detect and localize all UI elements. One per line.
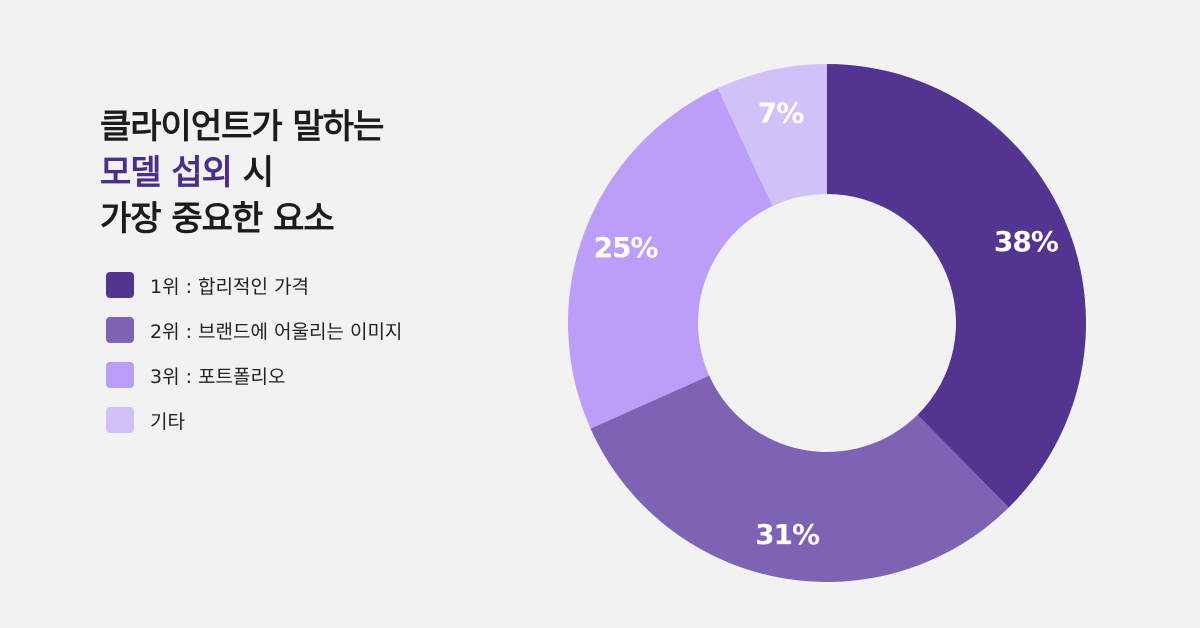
donut-slice-4: [717, 64, 827, 207]
donut-slice-1: [827, 64, 1086, 508]
legend-label-2: 2위 : 브랜드에 어울리는 이미지: [150, 320, 403, 343]
legend-label-4: 기타: [150, 410, 185, 433]
title-line-1: 클라이언트가 말하는: [100, 107, 384, 147]
legend-swatch-4: [106, 407, 134, 433]
title-line-2: 모델 섭외 시: [100, 150, 383, 196]
slice-label-4: 7%: [758, 97, 804, 130]
legend-label-3: 3위 : 포트폴리오: [150, 365, 286, 388]
chart-title: 클라이언트가 말하는 모델 섭외 시 가장 중요한 요소: [100, 104, 384, 242]
title-accent: 모델 섭외: [100, 153, 233, 193]
donut-slice-3: [568, 88, 773, 429]
title-line-3: 가장 중요한 요소: [100, 199, 335, 239]
slice-label-1: 38%: [994, 225, 1059, 258]
donut-chart: 38% 31% 25% 7%: [568, 64, 1086, 582]
legend-item-2: 2위 : 브랜드에 어울리는 이미지: [106, 315, 402, 345]
legend-label-1: 1위 : 합리적인 가격: [150, 275, 309, 298]
legend-swatch-3: [106, 362, 134, 388]
title-line-2-rest: 시: [231, 153, 274, 193]
slice-label-3: 25%: [594, 231, 659, 264]
legend-item-3: 3위 : 포트폴리오: [106, 360, 402, 390]
legend-item-1: 1위 : 합리적인 가격: [106, 270, 402, 300]
slice-label-2: 31%: [755, 518, 820, 551]
legend-swatch-1: [106, 272, 134, 298]
legend-swatch-2: [106, 317, 134, 343]
legend-item-4: 기타: [106, 405, 402, 435]
donut-slice-2: [590, 375, 1009, 582]
legend: 1위 : 합리적인 가격 2위 : 브랜드에 어울리는 이미지 3위 : 포트폴…: [106, 270, 402, 450]
